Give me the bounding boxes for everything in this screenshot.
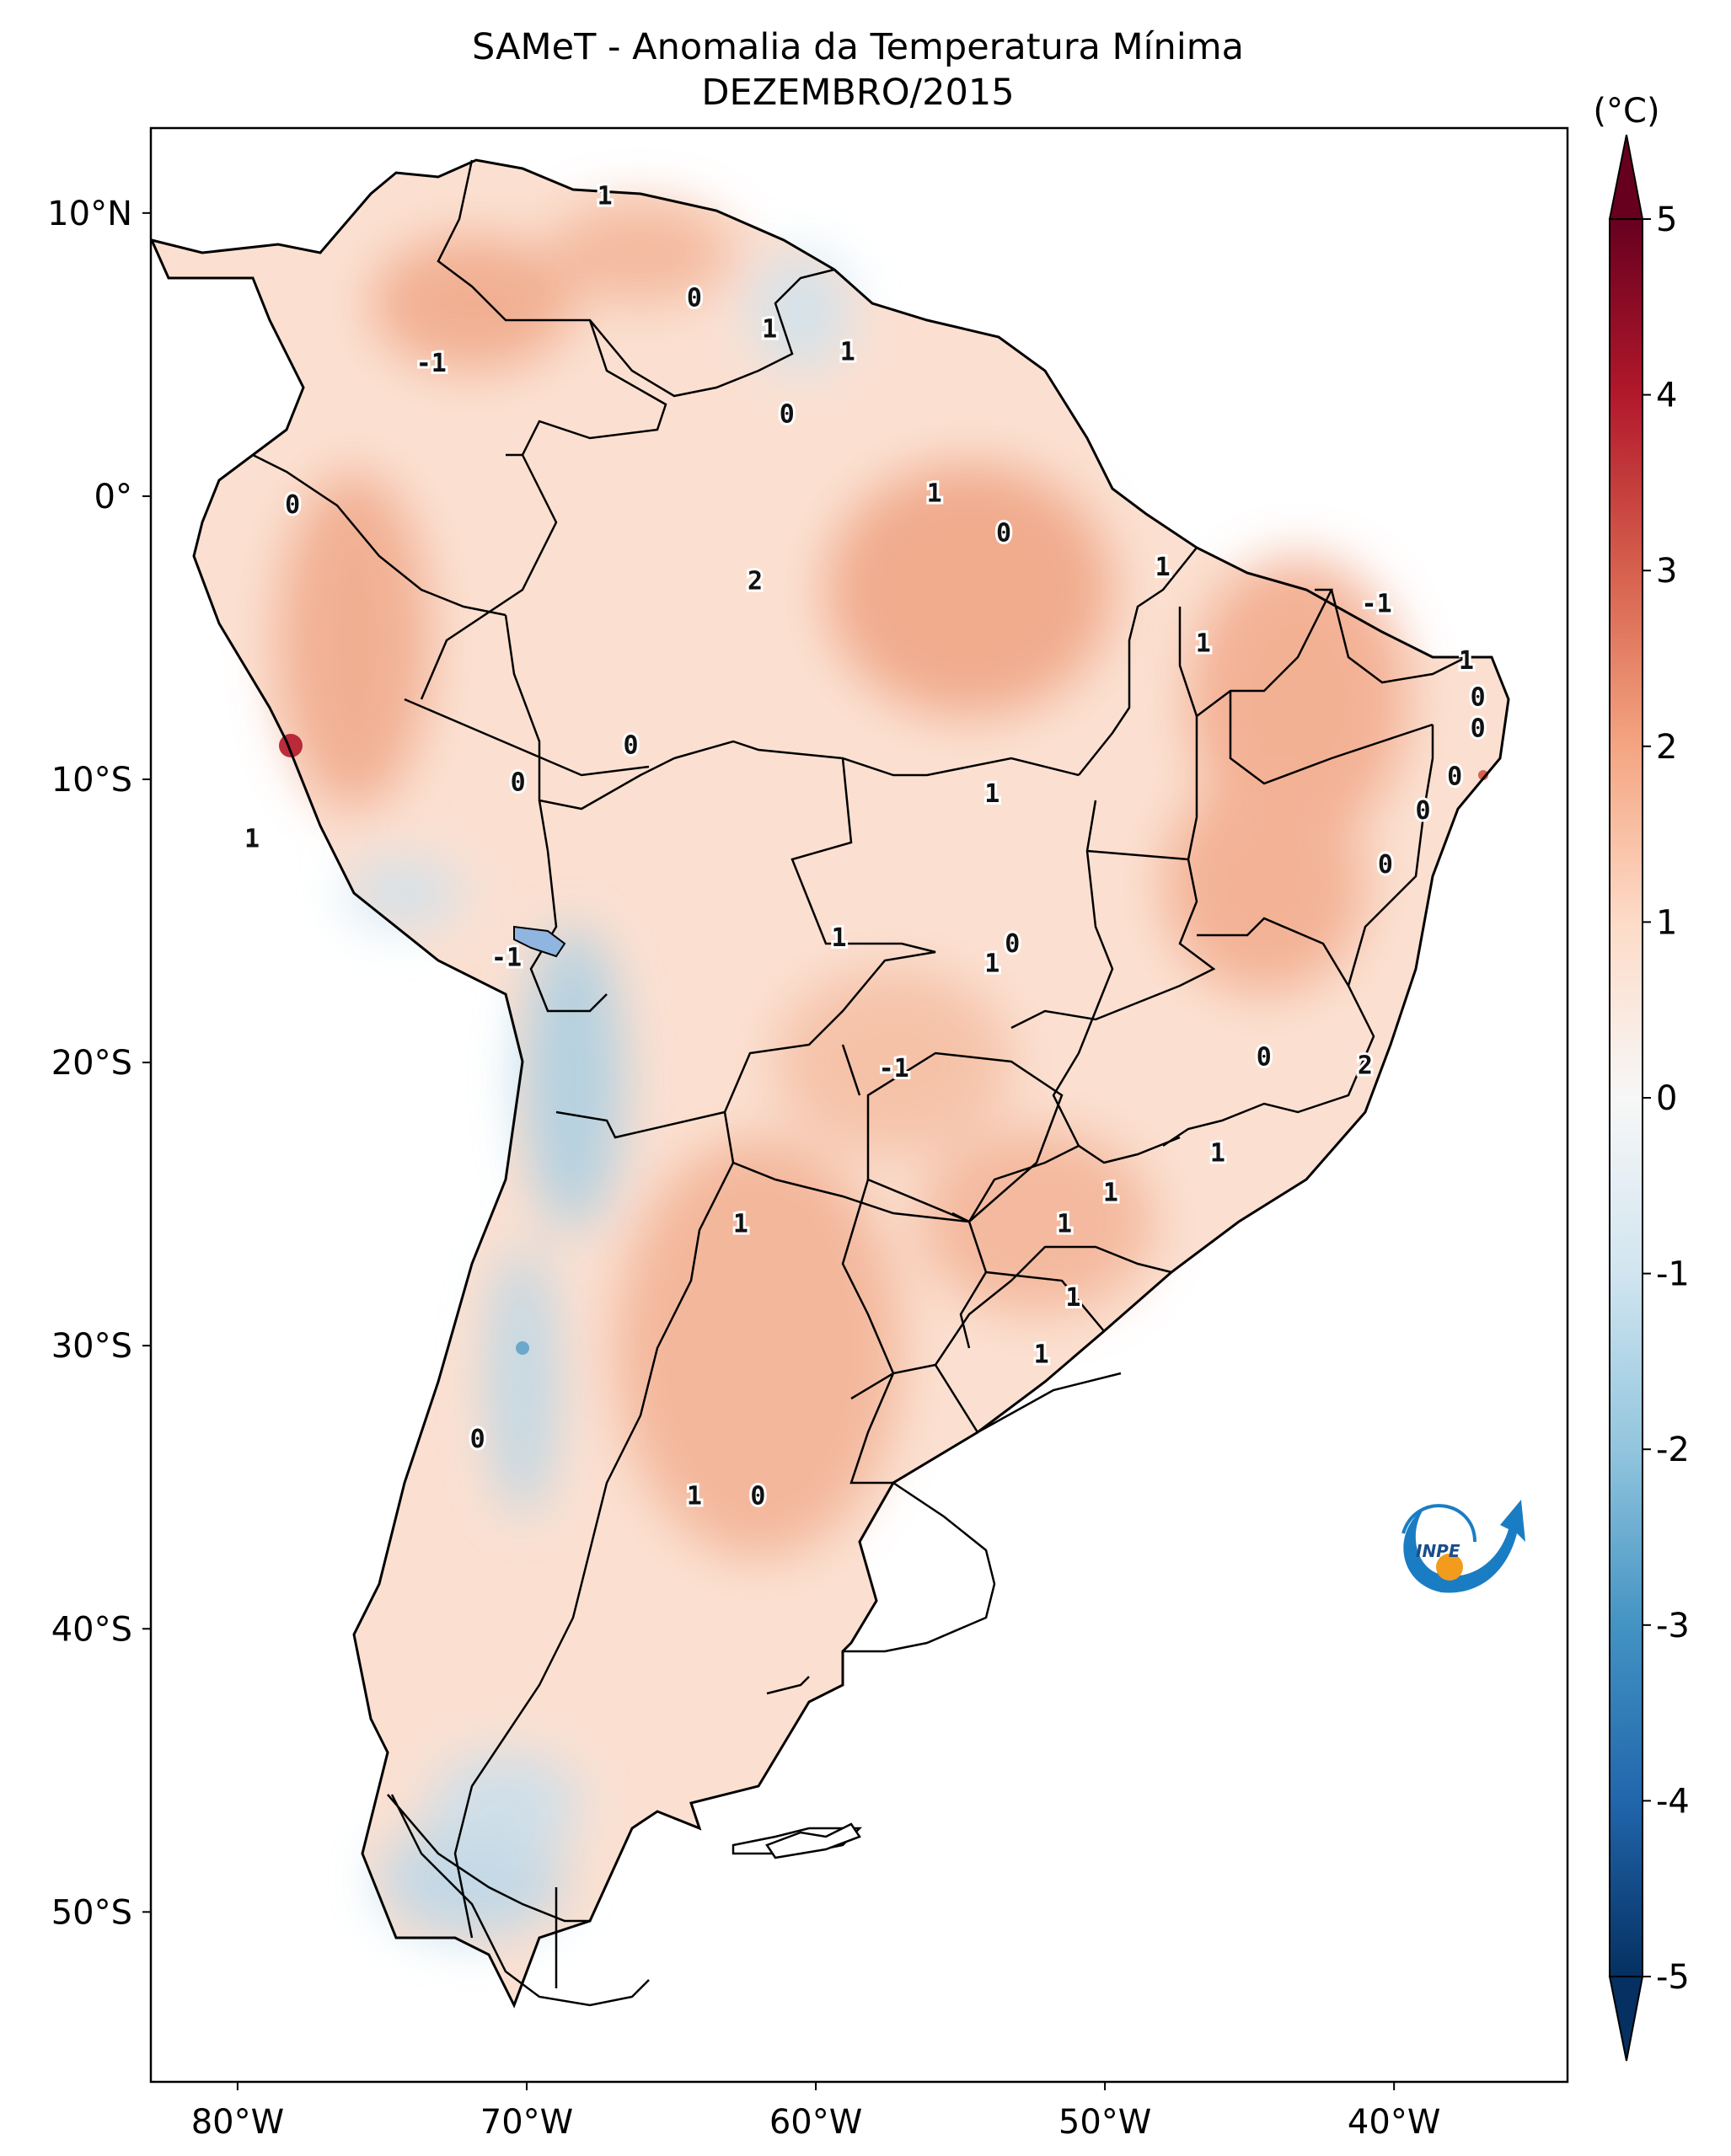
anomaly-shading <box>278 202 1407 1938</box>
contour-label: 0 <box>1471 714 1486 744</box>
latitude-axis: 10°N 0° 10°S 20°S 30°S 40°S 50°S <box>47 195 151 1932</box>
contour-label: -1 <box>1362 590 1392 619</box>
lon-tick-label: 50°W <box>1058 2103 1151 2142</box>
map-title-line2: DEZEMBRO/2015 <box>701 72 1014 114</box>
logo-sun-icon <box>1436 1554 1463 1581</box>
colorbar-unit: (°C) <box>1593 92 1659 131</box>
contour-label: 1 <box>733 1210 748 1239</box>
logo-text: INPE <box>1416 1541 1460 1561</box>
lat-tick-label: 20°S <box>51 1044 132 1083</box>
lake-titicaca <box>513 925 566 958</box>
contour-label: 1 <box>1459 646 1474 676</box>
contour-label: 0 <box>996 519 1011 548</box>
colorbar-tick-label: -5 <box>1656 1958 1690 1997</box>
inpe-logo: INPE <box>1401 1500 1525 1593</box>
contour-label: 1 <box>687 1481 702 1511</box>
colorbar-extend-bottom <box>1608 1976 1644 2062</box>
lat-tick-label: 10°N <box>47 195 132 233</box>
contour-label: 1 <box>1034 1340 1049 1369</box>
colorbar-tick-label: 0 <box>1656 1079 1677 1118</box>
colorbar-tick-label: 1 <box>1656 903 1677 942</box>
contour-label: 1 <box>244 825 260 854</box>
lon-tick-label: 40°W <box>1348 2103 1440 2142</box>
colorbar-tick-label: -3 <box>1656 1607 1690 1645</box>
colorbar-tick-label: -4 <box>1656 1782 1690 1821</box>
colorbar: (°C) 5 4 3 2 1 0 -1 -2 -3 -4 -5 <box>1593 92 1690 2062</box>
colorbar-tick-label: 3 <box>1656 552 1677 591</box>
contour-label: 1 <box>1065 1283 1080 1313</box>
contour-label: 1 <box>984 949 999 978</box>
longitude-axis: 80°W 70°W 60°W 50°W 40°W <box>191 2082 1440 2142</box>
contour-label: 1 <box>927 479 942 509</box>
contour-label: 2 <box>748 567 763 597</box>
contour-label: 0 <box>623 731 638 761</box>
contour-label: 0 <box>1005 929 1020 959</box>
colorbar-tick-label: 2 <box>1656 728 1677 767</box>
colorbar-tick-label: -2 <box>1656 1431 1690 1469</box>
colorbar-tick-label: 4 <box>1656 377 1677 415</box>
contour-label: 0 <box>1447 762 1462 792</box>
lat-tick-label: 30°S <box>51 1327 132 1366</box>
colorbar-tick-label: 5 <box>1656 201 1677 239</box>
contour-label: -1 <box>416 349 447 378</box>
logo-swoosh-icon <box>1403 1500 1525 1593</box>
contour-label: 1 <box>1155 553 1171 582</box>
contour-label: 1 <box>762 315 777 345</box>
logo-orbit-icon <box>1401 1504 1476 1543</box>
contour-label: 1 <box>840 338 855 367</box>
lat-tick-label: 40°S <box>51 1610 132 1649</box>
contour-label: 0 <box>780 399 795 429</box>
lat-tick-label: 50°S <box>51 1893 132 1932</box>
contour-label: 0 <box>1415 796 1430 826</box>
lon-tick-label: 80°W <box>191 2103 284 2142</box>
contour-label: 1 <box>1103 1179 1118 1208</box>
contour-label: 1 <box>831 923 846 953</box>
contour-label: 1 <box>984 779 999 809</box>
contour-label: 2 <box>1358 1051 1373 1080</box>
contour-label: 0 <box>285 490 300 520</box>
lon-tick-label: 60°W <box>769 2103 862 2142</box>
contour-label: 0 <box>511 768 526 797</box>
falkland-islands <box>765 1822 861 1859</box>
contour-label: 0 <box>470 1425 485 1454</box>
colorbar-bar <box>1609 218 1643 1977</box>
contour-label: 0 <box>1378 850 1393 880</box>
lon-tick-label: 70°W <box>480 2103 573 2142</box>
continent-outline <box>151 158 1510 2009</box>
contour-label: 1 <box>1057 1210 1072 1239</box>
colorbar-extend-top <box>1608 134 1644 220</box>
colorbar-tick-label: -1 <box>1656 1255 1690 1294</box>
contour-label: -1 <box>879 1054 909 1083</box>
contour-label: 1 <box>1196 629 1211 659</box>
contour-label: 1 <box>1210 1139 1225 1169</box>
colorbar-ticks: 5 4 3 2 1 0 -1 -2 -3 -4 -5 <box>1643 201 1690 1997</box>
contour-label: 0 <box>1257 1042 1272 1072</box>
contour-label: 0 <box>687 284 702 313</box>
country-borders <box>252 159 1467 2007</box>
map-title-line1: SAMeT - Anomalia da Temperatura Mínima <box>472 26 1244 68</box>
contour-label: -1 <box>491 944 522 973</box>
contour-label: 1 <box>598 182 613 211</box>
lat-tick-label: 10°S <box>51 761 132 800</box>
lat-tick-label: 0° <box>94 478 132 516</box>
contour-label: 0 <box>750 1481 765 1511</box>
contour-label: 0 <box>1471 683 1486 713</box>
map-frame <box>149 126 1569 2084</box>
